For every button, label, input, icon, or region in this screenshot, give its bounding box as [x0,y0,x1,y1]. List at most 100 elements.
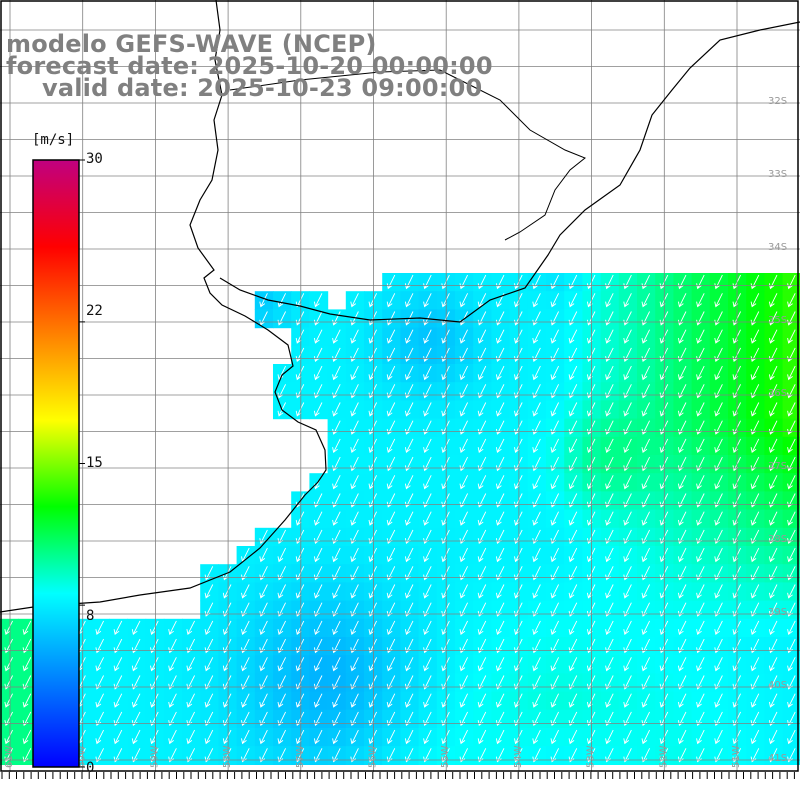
map-title-forecast-date: forecast date: 2025-10-20 00:00:00 [6,52,493,80]
map-frame [0,0,799,772]
wind-arrow [714,329,723,344]
wind-arrow [605,584,614,599]
wind-arrow [623,293,632,308]
latitude-label: 34S [768,242,787,253]
wind-arrow [750,657,760,672]
wind-arrow [313,511,323,526]
wind-arrow [532,584,541,599]
wind-arrow [386,729,396,745]
wind-arrow [313,311,323,326]
longitude-label: 52W [658,745,669,768]
wind-arrow [750,293,760,308]
longitude-label: 55W [440,745,451,768]
wind-arrow [787,657,796,672]
wind-arrow [404,511,414,526]
longitude-label: 60W [77,745,88,768]
wind-arrow [259,620,268,635]
wind-arrow [386,657,396,672]
wind-arrow [677,693,687,708]
colorbar-tick-label: 8 [86,608,95,624]
wind-arrow [204,657,214,672]
wind-arrow [768,729,778,745]
wind-arrow [113,729,123,745]
wind-arrow [350,584,359,599]
wind-arrow [696,693,705,708]
wind-arrow [313,547,323,563]
wind-arrow [605,475,614,490]
wind-arrow [277,693,287,708]
wind-arrow [459,365,469,381]
wind-arrow [696,274,705,290]
wind-arrow [532,347,541,362]
wind-arrow [550,311,560,326]
wind-arrow [131,620,141,635]
wind-arrow [641,347,651,362]
wind-arrow [605,329,614,344]
wind-arrow [277,584,287,599]
wind-arrow [150,693,159,708]
wind-arrow [95,693,105,708]
wind-arrow [350,693,359,708]
wind-arrow [241,729,250,745]
wind-arrow [495,657,505,672]
wind-arrow [550,438,560,453]
wind-arrow [113,693,123,708]
wind-arrow [532,274,541,290]
latitude-label: 41S [768,753,787,764]
wind-arrow [259,729,268,745]
wind-arrow [768,329,778,344]
wind-arrow [696,547,705,563]
wind-arrow [477,438,487,453]
wind-arrow [423,438,432,453]
wind-arrow [459,584,469,599]
wind-arrow [568,584,578,599]
wind-arrow [386,311,396,326]
wind-arrow [332,329,341,344]
wind-arrow [241,620,250,635]
wind-arrow [332,438,341,453]
wind-arrow [677,511,687,526]
wind-arrow [4,620,14,635]
wind-arrow [477,729,487,745]
wind-arrow [605,620,614,635]
longitude-label: 54W [513,745,524,768]
wind-arrow [277,729,287,745]
wind-arrow [641,475,651,490]
wind-arrow [696,347,705,362]
wind-arrow [459,729,469,745]
wind-arrow [477,657,487,672]
wind-arrow [495,365,505,381]
wind-arrow [386,547,396,563]
wind-arrow [532,329,541,344]
wind-arrow [423,293,432,308]
wind-arrow [423,347,432,362]
wind-arrow [768,402,778,417]
wind-arrow [532,511,541,526]
wind-arrow [204,584,214,599]
wind-arrow [495,620,505,635]
wind-arrow [4,693,14,708]
wind-arrow [605,547,614,563]
wind-arrow [750,693,760,708]
wind-arrow [787,729,796,745]
latitude-label: 38S [768,534,787,545]
wind-arrow [532,293,541,308]
wind-arrow [623,584,632,599]
wind-arrow [350,729,359,745]
wind-arrow [277,620,287,635]
wind-arrow [332,475,341,490]
wind-arrow [241,657,250,672]
wind-arrow [313,402,323,417]
longitude-label: 58W [222,745,233,768]
longitude-label: 57W [295,745,306,768]
wind-arrow [423,274,432,290]
wind-arrow [313,365,323,381]
wind-arrow [222,620,232,635]
wind-arrow [459,274,469,290]
wind-arrow [259,657,268,672]
wind-arrow [623,438,632,453]
wind-arrow [404,584,414,599]
wind-arrow [532,657,541,672]
wind-arrow [677,657,687,672]
longitude-label: 61W [4,745,15,768]
